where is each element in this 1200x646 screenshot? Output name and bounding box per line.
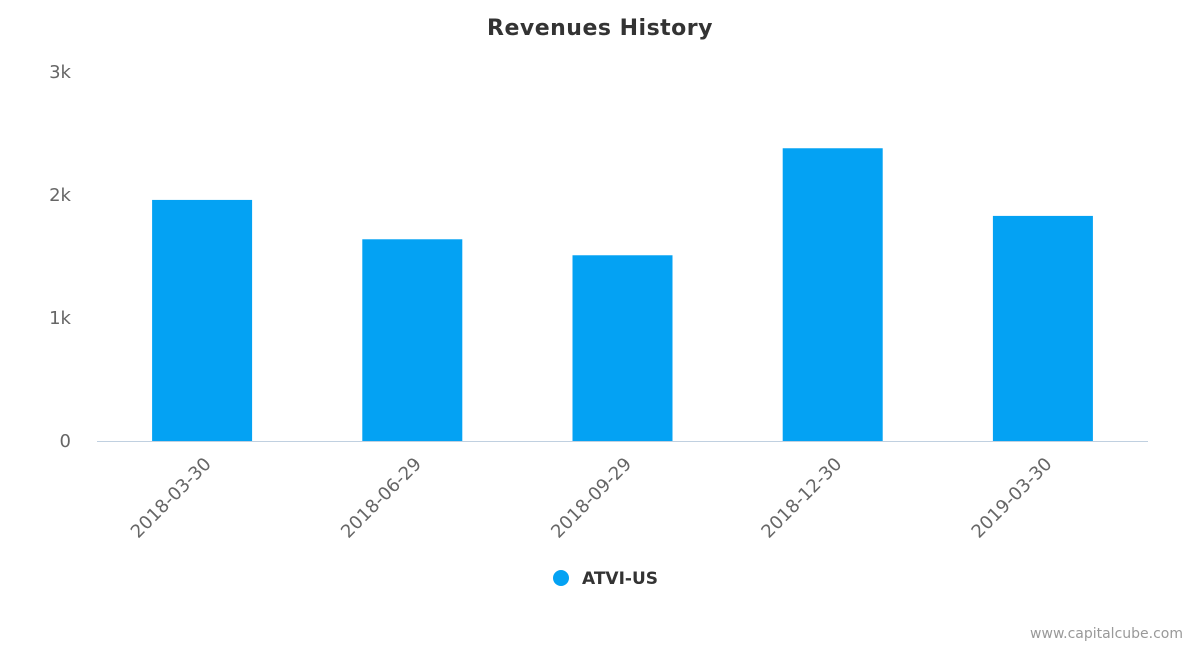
y-tick-label: 3k xyxy=(49,62,71,83)
chart-title: Revenues History xyxy=(487,16,713,41)
legend-label: ATVI-US xyxy=(582,569,658,589)
x-axis: 2018-03-30 2018-06-29 2018-09-29 2018-12-30… xyxy=(127,454,1057,543)
y-tick-label: 2k xyxy=(49,185,71,206)
y-tick-label: 1k xyxy=(49,308,71,329)
legend-marker xyxy=(553,570,569,586)
bar-2018-03-30[interactable] xyxy=(152,199,253,441)
x-tick-label: 2018-03-30 xyxy=(127,454,216,543)
bar-2018-06-29[interactable] xyxy=(362,239,463,441)
x-tick-label: 2018-06-29 xyxy=(337,454,426,543)
legend[interactable]: ATVI-US xyxy=(553,569,658,589)
bar-series xyxy=(152,148,1093,441)
y-axis: 0 1k 2k 3k xyxy=(49,62,71,452)
x-tick-label: 2019-03-30 xyxy=(968,454,1057,543)
y-tick-label: 0 xyxy=(60,431,71,452)
credit-text[interactable]: www.capitalcube.com xyxy=(1030,626,1183,642)
bar-2018-09-29[interactable] xyxy=(572,255,673,441)
bar-2019-03-30[interactable] xyxy=(992,215,1093,441)
x-tick-label: 2018-09-29 xyxy=(547,454,636,543)
bar-2018-12-30[interactable] xyxy=(782,148,883,441)
x-tick-label: 2018-12-30 xyxy=(757,454,846,543)
